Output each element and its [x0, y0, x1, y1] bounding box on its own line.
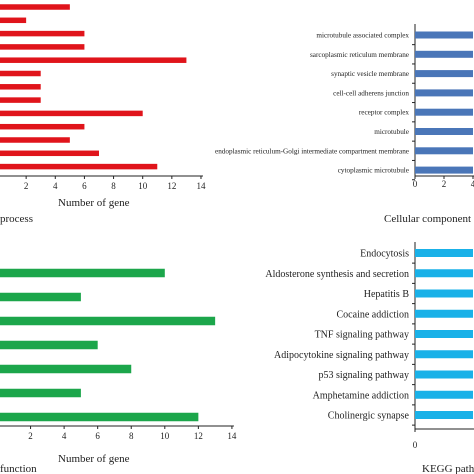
bp-bar-1 [0, 4, 70, 10]
cc-category-label-2: sarcoplasmic reticulum membrane [310, 51, 409, 59]
mf-tick-label-6: 6 [95, 431, 100, 441]
mf-tick-label-10: 10 [160, 431, 170, 441]
cc-tick-label-2: 2 [442, 179, 447, 189]
mf-tick-label-2: 2 [28, 431, 33, 441]
cc-bar-8 [415, 166, 473, 174]
cc-bar-3 [415, 70, 473, 78]
cc-bar-5 [415, 108, 473, 116]
cc-bar-2 [415, 50, 473, 58]
kegg-bar-5 [415, 330, 473, 338]
kegg-category-label-4: Cocaine addiction [337, 309, 409, 320]
kegg-bar-4 [415, 309, 473, 318]
cc-tick-label-4: 4 [471, 179, 474, 189]
kegg-bar-3 [415, 289, 473, 298]
bp-bar-6 [0, 70, 41, 77]
kegg-bar-7 [415, 370, 473, 379]
cc-category-label-3: synaptic vesicle membrane [331, 70, 409, 78]
bp-bar-10 [0, 123, 85, 130]
cc-bar-7 [415, 147, 473, 155]
kegg-tick-label-0: 0 [413, 440, 418, 450]
mf-axis-title: Number of gene [58, 453, 130, 465]
cc-tick-label-0: 0 [413, 179, 418, 189]
bp-tick-label-10: 10 [138, 181, 148, 191]
bp-bar-11 [0, 137, 70, 143]
mf-bar-4 [0, 340, 98, 350]
cc-bar-1 [415, 31, 473, 39]
mf-bar-6 [0, 388, 81, 398]
kegg-bar-2 [415, 269, 473, 278]
bp-bar-2 [0, 17, 27, 24]
kegg-category-label-9: Cholinergic synapse [328, 411, 410, 422]
cc-bar-6 [415, 128, 473, 135]
bp-tick-label-14: 14 [196, 181, 206, 191]
bp-bar-5 [0, 57, 187, 63]
mf-tick-label-14: 14 [227, 431, 237, 441]
cc-panel-label: Cellular component [384, 213, 471, 225]
kegg-category-label-7: p53 signaling pathway [318, 370, 409, 381]
mf-bar-3 [0, 316, 216, 326]
bp-tick-label-2: 2 [24, 181, 29, 191]
bp-tick-label-6: 6 [82, 181, 87, 191]
kegg-bar-6 [415, 350, 473, 359]
cc-category-label-7: endoplasmic reticulum-Golgi intermediate… [215, 147, 409, 155]
cc-category-label-5: receptor complex [359, 109, 409, 117]
mf-tick-label-12: 12 [194, 431, 203, 441]
cc-category-label-4: cell-cell adherens junction [333, 89, 409, 97]
kegg-category-label-8: Amphetamine addiction [313, 390, 409, 401]
kegg-bar-9 [415, 411, 473, 419]
bp-bar-13 [0, 163, 158, 170]
mf-bar-5 [0, 364, 132, 374]
bp-bar-7 [0, 84, 41, 90]
kegg-bar-8 [415, 390, 473, 399]
kegg-category-label-2: Aldosterone synthesis and secretion [265, 269, 409, 280]
mf-bar-1 [0, 268, 165, 278]
bp-axis-title: Number of gene [58, 197, 130, 209]
kegg-bar-1 [415, 249, 473, 257]
kegg-category-label-6: Adipocytokine signaling pathway [274, 350, 409, 361]
cc-category-label-6: microtubule [374, 128, 409, 136]
mf-bar-7 [0, 412, 199, 422]
cc-category-label-8: cytoplasmic microtubule [338, 167, 409, 175]
bp-bar-3 [0, 30, 85, 37]
cc-bar-4 [415, 89, 473, 97]
cc-category-label-1: microtubule associated complex [316, 32, 409, 40]
kegg-category-label-5: TNF signaling pathway [315, 330, 409, 341]
bp-tick-label-4: 4 [53, 181, 58, 191]
mf-tick-label-8: 8 [129, 431, 134, 441]
kegg-category-label-1: Endocytosis [360, 249, 409, 260]
bp-bar-4 [0, 44, 85, 50]
mf-bar-2 [0, 292, 81, 302]
bp-panel-label: process [0, 213, 33, 225]
mf-tick-label-4: 4 [62, 431, 67, 441]
kegg-panel-label: KEGG pathway [422, 463, 474, 474]
bp-tick-label-12: 12 [167, 181, 176, 191]
bp-bar-9 [0, 110, 143, 117]
bp-tick-label-8: 8 [111, 181, 116, 191]
bp-bar-12 [0, 150, 99, 157]
mf-panel-label: function [0, 463, 37, 474]
kegg-category-label-3: Hepatitis B [364, 289, 410, 300]
bp-bar-8 [0, 97, 41, 103]
